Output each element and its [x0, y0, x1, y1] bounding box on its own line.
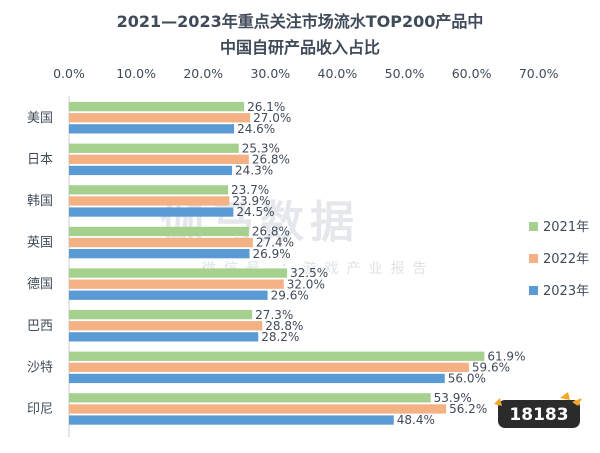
bar	[69, 351, 485, 361]
bar	[69, 143, 239, 153]
bar-value-label: 26.8%	[252, 225, 290, 239]
bar-value-label: 27.4%	[256, 236, 294, 250]
bar	[69, 332, 259, 342]
chart-title-line-1: 2021—2023年重点关注市场流水TOP200产品中	[116, 12, 484, 31]
category-label: 沙特	[27, 360, 53, 375]
x-tick-label: 50.0%	[385, 66, 425, 81]
bar-value-label: 29.6%	[271, 288, 309, 302]
bar	[69, 362, 469, 372]
bar-value-label: 56.2%	[449, 402, 487, 416]
legend-label: 2022年	[543, 252, 589, 267]
bar-value-label: 27.0%	[253, 111, 291, 125]
bar-value-label: 27.3%	[255, 308, 293, 322]
x-tick-label: 30.0%	[250, 66, 290, 81]
bar-value-label: 25.3%	[242, 141, 280, 155]
bar-value-label: 28.2%	[261, 330, 299, 344]
bar	[69, 185, 229, 195]
bar	[69, 196, 230, 206]
legend-swatch	[529, 286, 538, 295]
category-label: 日本	[27, 152, 53, 167]
logo-text: 18183	[509, 405, 568, 425]
bar	[69, 154, 249, 164]
bar	[69, 404, 447, 414]
bar	[69, 321, 263, 331]
bar-value-label: 26.8%	[252, 153, 290, 167]
bar	[69, 373, 445, 384]
category-label: 英国	[27, 236, 53, 251]
site-logo-icon: 18183	[494, 392, 582, 428]
category-label: 美国	[27, 111, 53, 126]
bar-value-label: 61.9%	[487, 349, 525, 363]
bar-value-label: 28.8%	[265, 319, 303, 333]
bar	[69, 102, 245, 112]
bar	[69, 310, 253, 320]
bar	[69, 415, 394, 425]
bar	[69, 124, 235, 134]
bar	[69, 393, 431, 403]
bar-value-label: 24.3%	[235, 164, 273, 178]
x-tick-label: 40.0%	[318, 66, 358, 81]
bar-value-label: 56.0%	[448, 372, 486, 386]
bar-value-label: 32.5%	[290, 266, 328, 280]
category-label: 韩国	[27, 194, 53, 209]
legend-swatch	[529, 254, 538, 263]
x-tick-label: 70.0%	[519, 66, 559, 81]
bar-value-label: 24.6%	[237, 122, 275, 136]
x-tick-label: 10.0%	[116, 66, 156, 81]
bar	[69, 290, 268, 300]
bar-value-label: 53.9%	[434, 391, 472, 405]
bar	[69, 279, 284, 289]
bar	[69, 165, 233, 176]
category-label: 巴西	[27, 319, 53, 334]
bar-value-label: 26.9%	[252, 247, 290, 261]
bar-value-label: 48.4%	[397, 413, 435, 427]
category-label: 印尼	[27, 402, 53, 417]
bar	[69, 249, 250, 259]
bar-value-label: 24.5%	[236, 205, 274, 219]
bar-value-label: 23.9%	[232, 194, 270, 208]
category-label: 德国	[27, 277, 53, 292]
legend-label: 2021年	[543, 220, 589, 235]
x-tick-label: 0.0%	[53, 66, 85, 81]
legend-label: 2023年	[543, 284, 589, 299]
bar	[69, 237, 253, 248]
bar-value-label: 23.7%	[231, 183, 269, 197]
bar-value-label: 26.1%	[247, 100, 285, 114]
bar-value-label: 59.6%	[472, 361, 510, 375]
bar	[69, 226, 249, 237]
bar	[69, 113, 251, 123]
bar	[69, 268, 288, 278]
bar-value-label: 32.0%	[287, 277, 325, 291]
legend-swatch	[529, 222, 538, 231]
x-tick-label: 20.0%	[183, 66, 223, 81]
chart-title-line-2: 中国自研产品收入占比	[219, 38, 380, 57]
x-tick-label: 60.0%	[452, 66, 492, 81]
bar	[69, 207, 234, 217]
